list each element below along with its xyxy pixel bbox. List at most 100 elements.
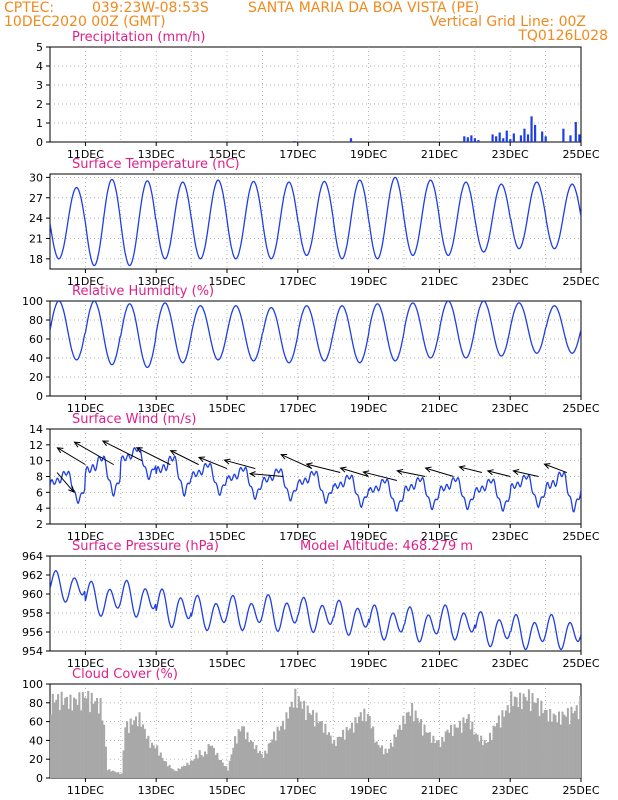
cloud-bar [283, 729, 286, 778]
cloud-bar [526, 700, 529, 778]
x-tick-label: 17DEC [279, 275, 316, 288]
cloud-bar [69, 694, 72, 778]
cloud-bar [258, 750, 261, 778]
cloud-bar [430, 742, 433, 778]
cloud-bar [140, 726, 143, 778]
x-tick-label: 15DEC [208, 148, 245, 161]
panel-frame [49, 428, 582, 525]
cloud-bar [294, 688, 297, 778]
panel-title: Precipitation (mm/h) [72, 30, 205, 45]
cloud-bar [419, 719, 422, 778]
cloud-bar [188, 764, 191, 778]
x-tick-label: 13DEC [138, 657, 175, 670]
y-tick-label: 2 [36, 98, 43, 111]
x-tick-label: 13DEC [138, 402, 175, 415]
cloud-bar [357, 716, 361, 778]
cloud-bar [297, 696, 300, 778]
y-tick-label: 0 [36, 136, 43, 149]
wind-arrow [486, 469, 511, 477]
x-tick-label: 23DEC [492, 402, 529, 415]
wind-arrow-shaft [74, 441, 114, 466]
cloud-bar [366, 714, 369, 778]
cloud-bar [492, 725, 495, 778]
cloud-bar [473, 734, 476, 778]
x-tick-label: 17DEC [279, 402, 316, 415]
y-tick-label: 1 [36, 117, 43, 130]
cloud-bar [453, 724, 456, 778]
cloud-bar [540, 700, 543, 778]
cloud-bar [227, 770, 230, 778]
cloud-bar [126, 721, 129, 778]
cloud-bar [172, 769, 175, 778]
cloud-bar [522, 693, 525, 778]
cloud-bar [506, 705, 509, 778]
cloud-bar [143, 728, 146, 778]
cloud-bar [205, 754, 208, 778]
cloud-bar [568, 724, 571, 778]
cloud-bar [577, 719, 580, 778]
wind-arrow-shaft [102, 440, 143, 462]
y-tick-label: 960 [22, 588, 43, 601]
y-tick-label: 964 [22, 550, 43, 563]
wind-arrow-shaft [425, 467, 454, 477]
header-code: TQ0126L028 [518, 28, 608, 44]
cloud-bar [534, 702, 538, 778]
cloud-bar [189, 760, 192, 778]
cloud-bar [257, 753, 260, 778]
y-tick-label: 20 [29, 371, 43, 384]
panel-subtitle: Model Altitude: 468.279 m [300, 539, 473, 554]
cloud-bar [543, 710, 546, 778]
cloud-bar [87, 690, 90, 778]
y-tick-label: 24 [29, 212, 43, 225]
cloud-bar [265, 753, 269, 778]
cloud-bar [529, 711, 532, 778]
y-tick-label: 80 [29, 314, 43, 327]
cloud-bar [111, 770, 115, 778]
cloud-bar [350, 722, 353, 778]
cloud-bar [221, 762, 224, 778]
cloud-bar [434, 743, 437, 778]
cloud-bar [483, 740, 486, 778]
cloud-bar [255, 745, 258, 778]
cloud-bar [536, 698, 539, 778]
cloud-bar [214, 754, 217, 778]
cloud-bar [356, 723, 359, 778]
cloud-bar [476, 734, 479, 778]
y-tick-label: 27 [29, 192, 43, 205]
cloud-bar [510, 691, 513, 778]
x-tick-label: 21DEC [421, 784, 458, 797]
header-source: CPTEC: [4, 0, 55, 16]
cloud-bar [427, 732, 430, 778]
cloud-bar [398, 724, 401, 778]
precip-bar [544, 136, 547, 142]
series-group [50, 440, 581, 513]
wind-arrow-shaft [459, 466, 483, 474]
precip-bar [505, 130, 508, 142]
cloud-bar [67, 708, 70, 778]
cloud-bar [384, 748, 387, 778]
precip-bar [473, 138, 476, 142]
cloud-bar [115, 772, 118, 778]
cloud-bar [285, 712, 288, 778]
cloud-bar [150, 742, 153, 778]
x-tick-label: 15DEC [208, 530, 245, 543]
cloud-bar [547, 721, 550, 778]
cloud-bar [161, 757, 164, 778]
y-tick-label: 40 [29, 352, 43, 365]
cloud-bar [264, 750, 267, 778]
cloud-bar [324, 723, 327, 778]
cloud-bar [288, 706, 292, 778]
cloud-bar [334, 746, 338, 778]
y-tick-label: 958 [22, 607, 43, 620]
cloud-bar [163, 761, 166, 778]
cloud-bar [354, 717, 357, 778]
cloud-bar [444, 731, 447, 778]
cloud-bar [382, 754, 385, 778]
cloud-bar [195, 754, 198, 778]
cloud-bar [326, 734, 329, 778]
cloud-bar [317, 722, 320, 778]
cloud-bar [531, 693, 534, 778]
wind-arrow-shaft [487, 470, 511, 477]
x-tick-label: 11DEC [67, 275, 104, 288]
cloud-bar [211, 745, 214, 778]
